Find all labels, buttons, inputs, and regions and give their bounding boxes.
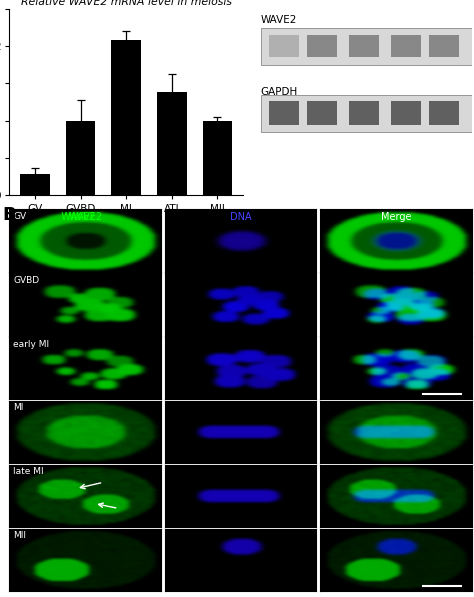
Text: WAVE2: WAVE2: [261, 14, 297, 24]
Bar: [349, 35, 379, 57]
Bar: [349, 101, 379, 125]
Bar: [307, 101, 337, 125]
Bar: [261, 27, 472, 65]
Bar: [269, 101, 299, 125]
Bar: [392, 35, 421, 57]
Text: GVBD: GVBD: [13, 276, 40, 285]
Text: early MI: early MI: [13, 340, 50, 349]
Bar: [202, 121, 232, 195]
Bar: [429, 35, 459, 57]
Bar: [157, 93, 187, 195]
Bar: [66, 121, 95, 195]
Text: late MI: late MI: [13, 467, 44, 476]
Text: WAVE2: WAVE2: [68, 212, 102, 222]
Text: MII: MII: [13, 531, 27, 540]
Bar: [111, 40, 141, 195]
Text: DNA: DNA: [230, 212, 251, 222]
Bar: [429, 101, 459, 125]
Text: Merge: Merge: [381, 212, 411, 222]
Bar: [269, 35, 299, 57]
Title: Relative WAVE2 mRNA level in meiosis: Relative WAVE2 mRNA level in meiosis: [21, 0, 232, 7]
Text: WAVE2: WAVE2: [55, 212, 95, 222]
Bar: [20, 174, 50, 195]
Text: GAPDH: GAPDH: [261, 87, 298, 97]
Bar: [392, 101, 421, 125]
Text: MI: MI: [13, 404, 24, 413]
Text: B: B: [2, 206, 16, 224]
Bar: [307, 35, 337, 57]
Text: GV: GV: [13, 212, 27, 221]
Bar: [261, 94, 472, 132]
